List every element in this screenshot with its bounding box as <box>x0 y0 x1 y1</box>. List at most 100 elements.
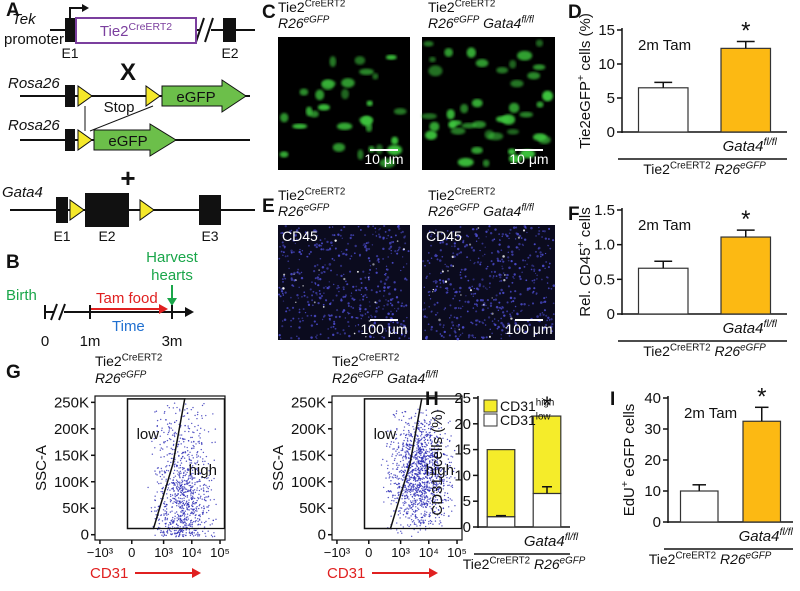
event-dot <box>411 504 412 505</box>
event-dot <box>170 501 171 502</box>
nucleus-dot <box>398 246 400 248</box>
nucleus-dot <box>451 327 453 329</box>
nucleus-dot <box>533 268 535 270</box>
nucleus-dot <box>452 252 454 254</box>
nucleus-dot <box>543 297 545 299</box>
nucleus-dot <box>284 278 286 280</box>
nucleus-dot <box>547 282 549 284</box>
exon-label: E1 <box>53 228 70 244</box>
nucleus-dot <box>524 266 526 268</box>
nucleus-dot <box>397 240 399 242</box>
event-dot <box>207 496 208 497</box>
event-dot <box>406 507 407 508</box>
event-dot <box>414 498 415 499</box>
event-dot <box>412 500 413 501</box>
event-dot <box>403 440 404 441</box>
nucleus-dot <box>432 291 433 292</box>
nucleus-dot <box>345 249 347 251</box>
event-dot <box>166 479 167 480</box>
nucleus-dot <box>323 304 325 306</box>
event-dot <box>452 487 453 488</box>
nucleus-dot <box>457 248 459 250</box>
cell-signal <box>496 116 510 122</box>
nucleus-dot <box>286 307 288 309</box>
event-dot <box>425 489 426 490</box>
nucleus-dot <box>366 289 368 291</box>
nucleus-dot <box>306 296 308 298</box>
nucleus-dot <box>281 290 283 292</box>
nucleus-dot <box>470 321 472 323</box>
event-dot <box>160 436 161 437</box>
event-dot <box>181 462 182 463</box>
event-dot <box>439 520 440 521</box>
nucleus-dot <box>536 274 538 276</box>
event-dot <box>398 495 399 496</box>
nucleus-dot <box>446 287 449 290</box>
genotype-label: fl/fl <box>425 369 438 380</box>
x-tick-label: 10³ <box>154 545 173 560</box>
event-dot <box>397 453 398 454</box>
nucleus-dot <box>315 283 317 285</box>
event-dot <box>451 485 452 486</box>
nucleus-dot <box>403 248 405 250</box>
arrowhead <box>192 568 201 578</box>
event-dot <box>182 456 183 457</box>
event-dot <box>182 505 183 506</box>
nucleus-dot <box>383 290 385 292</box>
event-dot <box>167 424 168 425</box>
y-tick-label: 0 <box>463 519 471 536</box>
event-dot <box>398 452 399 453</box>
event-dot <box>439 517 440 518</box>
event-dot <box>172 430 173 431</box>
y-tick-label: 30 <box>644 421 661 438</box>
event-dot <box>192 522 193 523</box>
event-dot <box>396 502 397 503</box>
event-dot <box>395 475 396 476</box>
event-dot <box>405 447 406 448</box>
event-dot <box>197 487 198 488</box>
event-dot <box>203 506 204 507</box>
nucleus-dot <box>550 318 552 320</box>
event-dot <box>411 519 412 520</box>
exon <box>57 198 67 222</box>
event-dot <box>174 402 175 403</box>
nucleus-dot <box>502 261 504 263</box>
nucleus-dot <box>321 242 323 244</box>
nucleus-dot <box>370 315 371 316</box>
event-dot <box>184 520 185 521</box>
nucleus-dot <box>388 248 390 250</box>
nucleus-dot <box>335 248 337 250</box>
nucleus-dot <box>430 298 431 299</box>
nucleus-dot <box>344 296 346 298</box>
cell-signal <box>391 137 398 145</box>
nucleus-dot <box>385 299 386 300</box>
event-dot <box>199 479 200 480</box>
event-dot <box>417 445 418 446</box>
event-dot <box>416 461 417 462</box>
event-dot <box>173 477 174 478</box>
event-dot <box>417 487 418 488</box>
event-dot <box>422 496 423 497</box>
loxp <box>78 130 92 150</box>
event-dot <box>182 501 183 502</box>
event-dot <box>426 456 427 457</box>
nucleus-dot <box>456 317 458 319</box>
event-dot <box>173 487 174 488</box>
nucleus-dot <box>355 286 357 288</box>
event-dot <box>175 484 176 485</box>
event-dot <box>181 502 182 503</box>
nucleus-dot <box>340 235 342 237</box>
event-dot <box>418 476 419 477</box>
nucleus-dot <box>541 279 543 281</box>
nucleus-dot <box>437 302 439 304</box>
event-dot <box>403 526 404 527</box>
panel-letter: H <box>425 389 439 410</box>
event-dot <box>403 471 404 472</box>
event-dot <box>421 513 422 514</box>
nucleus-dot <box>406 317 407 318</box>
nucleus-dot <box>326 249 327 250</box>
nucleus-dot <box>525 228 527 230</box>
nucleus-dot <box>492 277 493 278</box>
cell-signal <box>444 48 453 57</box>
nucleus-dot <box>386 238 387 239</box>
